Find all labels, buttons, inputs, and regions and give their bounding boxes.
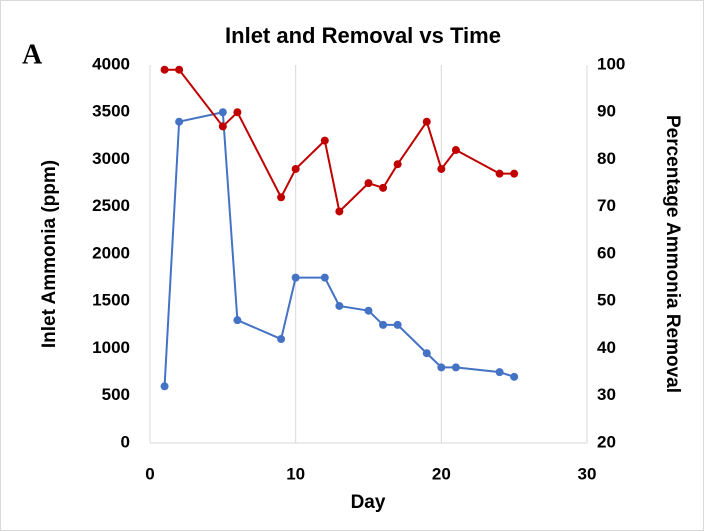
x-tick-label: 30 (578, 464, 597, 483)
data-point (291, 273, 300, 282)
y-tick-label: 0 (121, 432, 130, 451)
data-point (335, 207, 344, 216)
data-point (451, 146, 460, 155)
data-point (233, 108, 242, 117)
data-point (233, 316, 242, 325)
data-point (160, 382, 169, 391)
y2-tick-label: 90 (597, 102, 616, 121)
data-point (437, 164, 446, 173)
data-point (218, 122, 227, 131)
data-point (437, 363, 446, 372)
data-point (393, 320, 402, 329)
data-point (364, 179, 373, 188)
data-point (495, 368, 504, 377)
data-point (291, 164, 300, 173)
y2-tick-label: 50 (597, 291, 616, 310)
y-tick-label: 2000 (92, 243, 130, 262)
y-tick-label: 3500 (92, 102, 130, 121)
y2-axis-label: Percentage Ammonia Removal (662, 115, 683, 393)
data-point (277, 193, 286, 202)
y-tick-label: 500 (102, 385, 130, 404)
data-point (379, 320, 388, 329)
data-point (160, 65, 169, 74)
data-point (510, 372, 519, 381)
y2-tick-label: 20 (597, 432, 616, 451)
x-tick-label: 10 (286, 464, 305, 483)
y2-tick-label: 30 (597, 385, 616, 404)
data-point (451, 363, 460, 372)
data-point (320, 273, 329, 282)
y2-tick-label: 60 (597, 243, 616, 262)
y-tick-label: 4000 (92, 54, 130, 73)
data-point (422, 117, 431, 126)
y-tick-label: 3000 (92, 149, 130, 168)
y-tick-label: 1000 (92, 338, 130, 357)
y-axis-label: Inlet Ammonia (ppm) (39, 160, 60, 348)
series-line (163, 111, 515, 387)
y2-tick-label: 80 (597, 149, 616, 168)
data-point (379, 183, 388, 192)
data-point (175, 65, 184, 74)
y2-tick-label: 70 (597, 196, 616, 215)
panel-label: A (22, 39, 43, 70)
x-axis-label: Day (351, 492, 386, 513)
chart-title: Inlet and Removal vs Time (225, 23, 501, 48)
data-point (422, 349, 431, 358)
x-tick-label: 0 (145, 464, 154, 483)
data-point (335, 301, 344, 310)
data-point (320, 136, 329, 145)
data-point (510, 169, 519, 178)
x-tick-label: 20 (432, 464, 451, 483)
data-point (277, 335, 286, 344)
data-point (364, 306, 373, 315)
y2-tick-label: 40 (597, 338, 616, 357)
data-point (218, 108, 227, 117)
data-point (175, 117, 184, 126)
y-tick-label: 1500 (92, 291, 130, 310)
data-point (495, 169, 504, 178)
series-line (164, 68, 515, 214)
data-point (393, 160, 402, 169)
y-tick-label: 2500 (92, 196, 130, 215)
y2-tick-label: 100 (597, 54, 625, 73)
